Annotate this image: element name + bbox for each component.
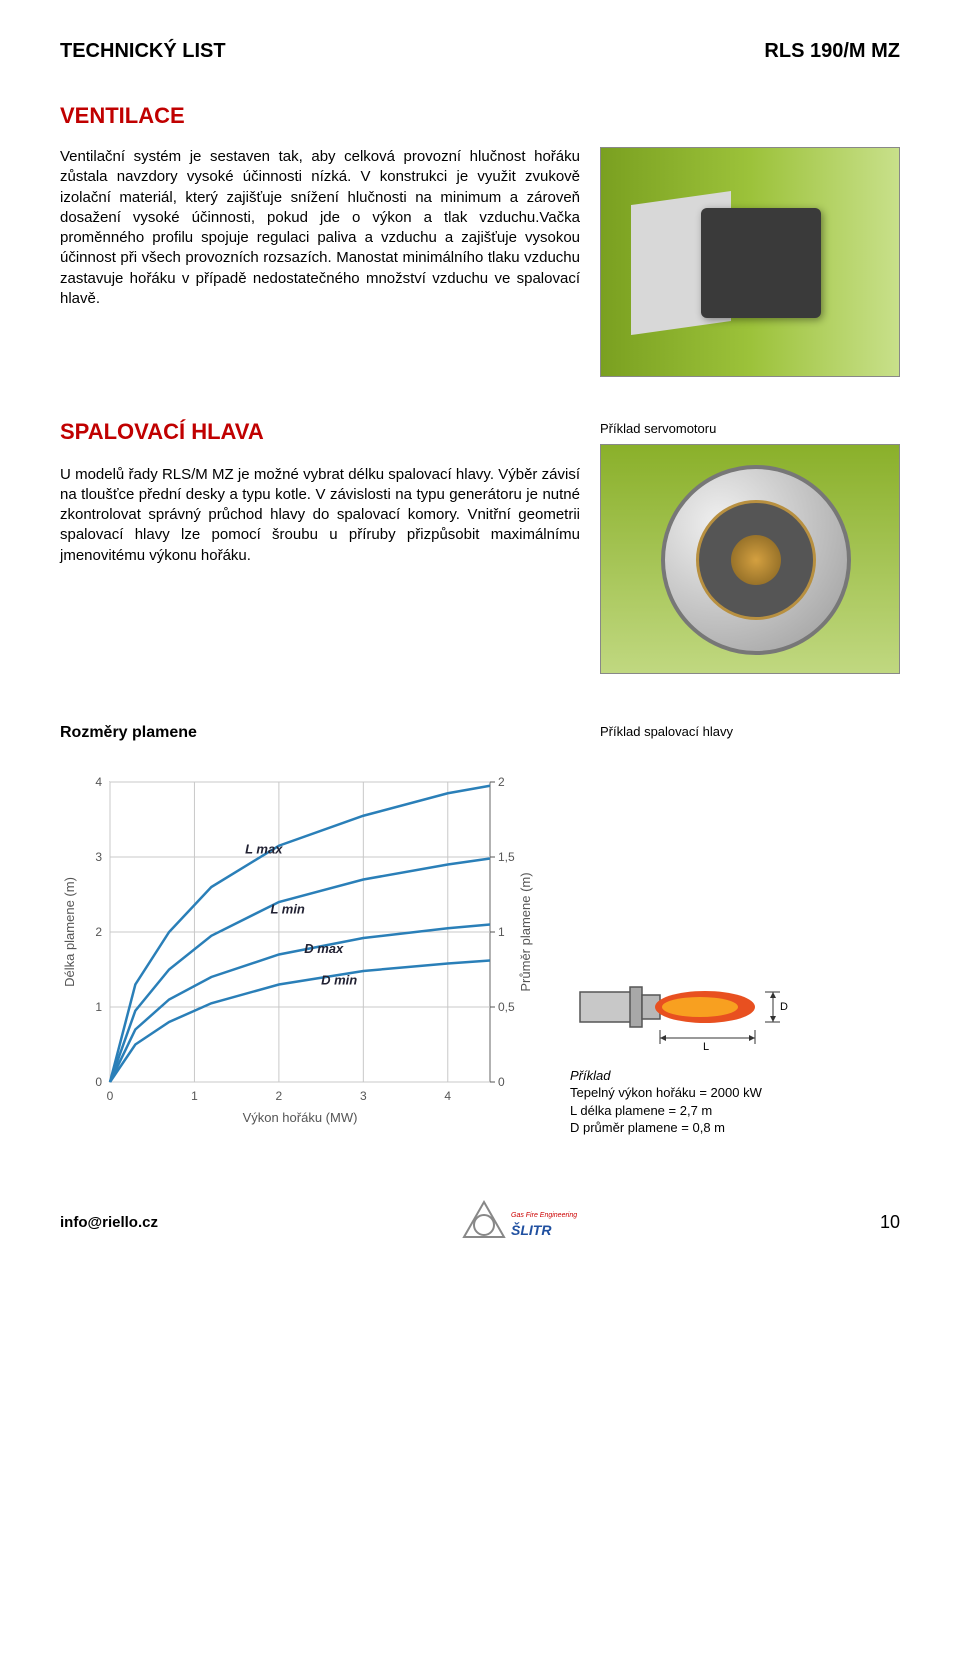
svg-text:0,5: 0,5 — [498, 1000, 515, 1014]
servo-photo — [600, 147, 900, 377]
flame-chart-svg: 0 1 2 3 4 0 0,5 1 1,5 2 0 1 2 3 4 L max L min D max D min V… — [60, 772, 540, 1132]
dim-l-label: L — [703, 1041, 709, 1052]
footer-logo: Gas Fire Engineering ŠLITR — [459, 1197, 579, 1247]
svg-text:3: 3 — [95, 850, 102, 864]
dim-d-label: D — [780, 1001, 788, 1013]
footer-email: info@riello.cz — [60, 1214, 158, 1231]
svg-text:1,5: 1,5 — [498, 850, 515, 864]
svg-text:4: 4 — [95, 775, 102, 789]
svg-text:Průměr plamene (m): Průměr plamene (m) — [518, 872, 533, 991]
section-title-ventilace: VENTILACE — [60, 103, 900, 129]
svg-text:0: 0 — [498, 1075, 505, 1089]
svg-text:L min: L min — [270, 901, 304, 916]
logo-text-name: ŠLITR — [511, 1221, 552, 1238]
example-title: Příklad — [570, 1067, 870, 1085]
svg-text:3: 3 — [360, 1089, 367, 1103]
example-line2: L délka plamene = 2,7 m — [570, 1102, 870, 1120]
hlava-row: SPALOVACÍ HLAVA U modelů řady RLS/M MZ j… — [60, 417, 900, 674]
svg-text:1: 1 — [498, 925, 505, 939]
ventilace-row: Ventilační systém je sestaven tak, aby c… — [60, 147, 900, 377]
page-footer: info@riello.cz Gas Fire Engineering ŠLIT… — [60, 1197, 900, 1247]
ventilace-text: Ventilační systém je sestaven tak, aby c… — [60, 147, 580, 377]
flame-diagram-svg: D L — [570, 962, 790, 1052]
footer-page-number: 10 — [880, 1212, 900, 1233]
ventilace-image-col — [600, 147, 900, 377]
svg-text:2: 2 — [95, 925, 102, 939]
svg-text:2: 2 — [276, 1089, 283, 1103]
hlava-body: U modelů řady RLS/M MZ je možné vybrat d… — [60, 465, 580, 566]
svg-text:Délka plamene (m): Délka plamene (m) — [62, 877, 77, 987]
svg-text:4: 4 — [444, 1089, 451, 1103]
logo-text-small: Gas Fire Engineering — [511, 1212, 577, 1219]
svg-text:1: 1 — [95, 1000, 102, 1014]
hlava-text-col: SPALOVACÍ HLAVA U modelů řady RLS/M MZ j… — [60, 417, 580, 674]
svg-text:L max: L max — [245, 841, 283, 856]
page-header: TECHNICKÝ LIST RLS 190/M MZ — [60, 40, 900, 63]
servo-caption: Příklad servomotoru — [600, 421, 900, 436]
hlava-image-col: Příklad servomotoru — [600, 417, 900, 674]
chart-subtitle: Rozměry plamene — [60, 724, 600, 742]
header-title-right: RLS 190/M MZ — [764, 40, 900, 63]
svg-text:1: 1 — [191, 1089, 198, 1103]
flame-diagram: D L Příklad Tepelný výkon hořáku = 2000 … — [570, 962, 870, 1137]
svg-text:2: 2 — [498, 775, 505, 789]
chart-row: 0 1 2 3 4 0 0,5 1 1,5 2 0 1 2 3 4 L max L min D max D min V… — [60, 772, 900, 1137]
flame-chart: 0 1 2 3 4 0 0,5 1 1,5 2 0 1 2 3 4 L max L min D max D min V… — [60, 772, 540, 1137]
svg-text:D max: D max — [304, 941, 344, 956]
head-caption: Příklad spalovací hlavy — [600, 724, 900, 739]
example-block: Příklad Tepelný výkon hořáku = 2000 kW L… — [570, 1067, 870, 1137]
example-line1: Tepelný výkon hořáku = 2000 kW — [570, 1084, 870, 1102]
svg-text:0: 0 — [107, 1089, 114, 1103]
flame-dimensions-section: Rozměry plamene Příklad spalovací hlavy … — [60, 724, 900, 1137]
head-photo — [600, 444, 900, 674]
svg-text:Výkon hořáku (MW): Výkon hořáku (MW) — [243, 1110, 358, 1125]
section-title-hlava: SPALOVACÍ HLAVA — [60, 417, 580, 447]
example-line3: D průměr plamene = 0,8 m — [570, 1119, 870, 1137]
svg-text:0: 0 — [95, 1075, 102, 1089]
svg-text:D min: D min — [321, 973, 357, 988]
header-title-left: TECHNICKÝ LIST — [60, 40, 226, 63]
